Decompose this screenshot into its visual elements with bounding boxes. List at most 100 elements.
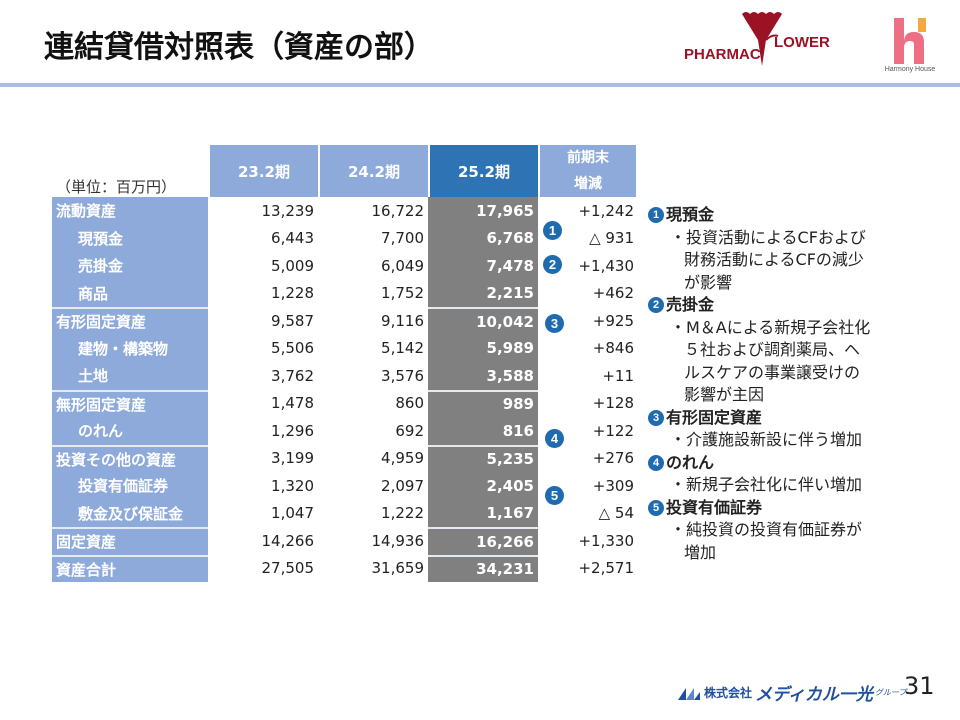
cell-change: +1,330 (578, 531, 634, 550)
note-heading: 3 有形固定資産 (648, 407, 908, 430)
cell-fy24: 16,722 (371, 201, 425, 220)
harmony-house-caption: Harmony House (884, 66, 936, 73)
pharmacy-flower-logo: PHARMAC LOWER (682, 10, 842, 70)
cell-change: +276 (592, 449, 634, 468)
cell-change: +2,571 (578, 559, 634, 578)
note-title: 有形固定資産 (666, 407, 763, 427)
table-row: 無形固定資産 1,478 860 989 +128 (52, 389, 636, 417)
row-label: 投資有価証券 (52, 472, 208, 500)
cell-change: +122 (592, 421, 634, 440)
row-label: 建物・構築物 (52, 334, 208, 362)
cell-change: +309 (592, 476, 634, 495)
row-label: 資産合計 (52, 554, 208, 582)
company-logo: 株式会社 メディカル一光 グループ (678, 680, 906, 705)
cell-fy23: 3,762 (271, 366, 314, 385)
column-header-change-line2: 増減 (574, 176, 602, 192)
note-title: のれん (666, 452, 715, 472)
table-row: 売掛金 5,009 6,049 7,478 +1,430 (52, 252, 636, 280)
cell-fy23: 3,199 (271, 449, 314, 468)
cell-fy23: 1,320 (271, 476, 314, 495)
table-row: 資産合計 27,505 31,659 34,231 +2,571 (52, 554, 636, 582)
cell-fy23: 9,587 (271, 311, 314, 330)
note-body: ・介護施設新設に伴う増加 (648, 429, 908, 452)
table-header-row: （単位：百万円） 23.2期 24.2期 25.2期 前期末 増減 (52, 145, 636, 197)
table-row: 有形固定資産 9,587 9,116 10,042 +925 (52, 307, 636, 335)
badge-3-icon: 3 (648, 409, 664, 426)
table-row: のれん 1,296 692 816 +122 (52, 417, 636, 445)
table-row: 敷金及び保証金 1,047 1,222 1,167 △ 54 (52, 499, 636, 527)
row-label: 投資その他の資産 (52, 444, 208, 472)
note-line: ・介護施設新設に伴う増加 (670, 430, 863, 449)
note-line: 影響が主因 (684, 385, 765, 404)
cell-fy25: 6,768 (428, 224, 538, 252)
cell-fy25: 2,405 (428, 472, 538, 500)
cell-change: +462 (592, 284, 634, 303)
cell-fy25: 816 (428, 417, 538, 445)
badge-4-icon: 4 (545, 429, 564, 448)
note-heading: 4 のれん (648, 452, 908, 475)
note-title: 売掛金 (666, 295, 715, 314)
cell-fy24: 7,700 (381, 229, 424, 248)
note-title: 投資有価証券 (666, 497, 763, 517)
row-label: 現預金 (52, 224, 208, 252)
unit-label: （単位：百万円） (52, 145, 208, 197)
cell-fy23: 13,239 (261, 201, 315, 220)
note-cash: 1 現預金 ・投資活動によるCFおよび 財務活動によるCFの減少 が影響 (648, 204, 908, 294)
note-line: ・投資活動によるCFおよび (670, 227, 866, 247)
cell-change: +11 (602, 366, 634, 385)
cell-fy23: 6,443 (271, 229, 314, 248)
logo-text-pharmac: PHARMAC (684, 46, 761, 63)
header-divider (0, 83, 960, 87)
table-row: 投資有価証券 1,320 2,097 2,405 +309 (52, 472, 636, 500)
row-label: 土地 (52, 362, 208, 390)
cell-fy24: 3,576 (381, 366, 424, 385)
note-line: ・純投資の投資有価証券が (670, 520, 863, 539)
note-body: ・M＆Aによる新規子会社化 ５社および調剤薬局、ヘ ルスケアの事業譲受けの 影響… (648, 317, 908, 407)
cell-change: △ 54 (598, 504, 634, 523)
note-goodwill: 4 のれん ・新規子会社化に伴い増加 (648, 452, 908, 497)
note-line: ５社および調剤薬局、ヘ (684, 340, 861, 359)
badge-3-icon: 3 (545, 314, 564, 333)
column-header-fy23: 23.2期 (208, 145, 318, 197)
cell-fy23: 14,266 (261, 531, 315, 550)
column-header-change: 前期末 増減 (538, 145, 636, 197)
note-line: が影響 (684, 272, 733, 292)
cell-fy25: 5,989 (428, 334, 538, 362)
cell-fy25: 5,235 (428, 444, 538, 472)
note-body: ・新規子会社化に伴い増加 (648, 474, 908, 497)
badge-5-icon: 5 (545, 486, 564, 505)
note-investment-securities: 5 投資有価証券 ・純投資の投資有価証券が 増加 (648, 497, 908, 565)
cell-fy23: 1,228 (271, 284, 314, 303)
row-label: 固定資産 (52, 527, 208, 555)
column-header-change-line1: 前期末 (567, 150, 609, 166)
row-label: 流動資産 (52, 197, 208, 225)
balance-sheet-table: （単位：百万円） 23.2期 24.2期 25.2期 前期末 増減 流動資産 1… (52, 145, 636, 582)
table-row: 流動資産 13,239 16,722 17,965 +1,242 (52, 197, 636, 225)
column-header-fy24: 24.2期 (318, 145, 428, 197)
cell-fy23: 1,478 (271, 394, 314, 413)
cell-fy23: 1,047 (271, 504, 314, 523)
badge-1-icon: 1 (543, 221, 562, 240)
cell-fy25: 16,266 (428, 527, 538, 555)
note-tangible-assets: 3 有形固定資産 ・介護施設新設に伴う増加 (648, 407, 908, 452)
cell-fy25: 1,167 (428, 499, 538, 527)
cell-fy25: 10,042 (428, 307, 538, 335)
row-label: 無形固定資産 (52, 389, 208, 417)
row-label: 売掛金 (52, 252, 208, 280)
cell-fy25: 989 (428, 389, 538, 417)
note-heading: 2 売掛金 (648, 294, 908, 317)
badge-2-icon: 2 (543, 255, 562, 274)
cell-fy24: 9,116 (381, 311, 424, 330)
cell-fy24: 692 (395, 421, 424, 440)
cell-change: +1,242 (578, 201, 634, 220)
harmony-house-logo: Harmony House (880, 14, 940, 74)
cell-fy24: 860 (395, 394, 424, 413)
cell-fy24: 6,049 (381, 256, 424, 275)
note-line: 財務活動によるCFの減少 (684, 250, 864, 269)
table-row: 現預金 6,443 7,700 6,768 △ 931 (52, 224, 636, 252)
badge-4-icon: 4 (648, 454, 664, 471)
cell-fy25: 2,215 (428, 279, 538, 307)
note-line: 増加 (684, 542, 717, 562)
table-row: 投資その他の資産 3,199 4,959 5,235 +276 (52, 444, 636, 472)
row-label: のれん (52, 417, 208, 445)
